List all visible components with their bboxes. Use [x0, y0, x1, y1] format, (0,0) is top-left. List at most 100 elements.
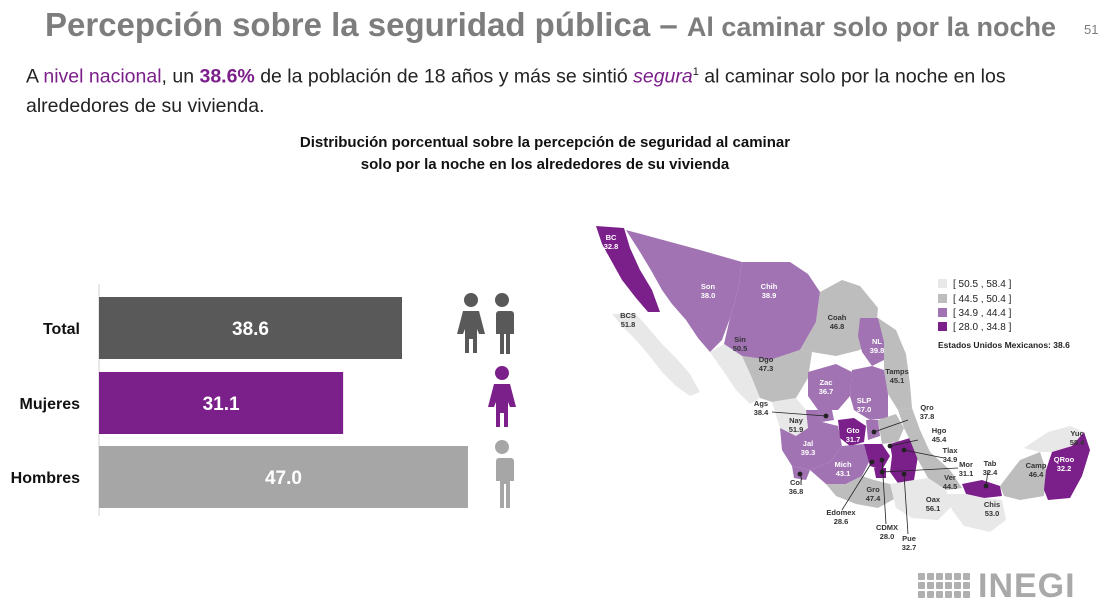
state-value-son: 38.0: [701, 291, 716, 300]
state-shape-oax: [890, 478, 952, 520]
state-shape-nay: [772, 398, 808, 436]
state-value-nl: 39.8: [870, 346, 885, 355]
chart-title-line2: solo por la noche en los alrededores de …: [360, 156, 730, 173]
logo-dots-icon: [918, 572, 972, 601]
bar-hombres: [99, 446, 468, 508]
legend-swatch-4: [938, 322, 947, 331]
lead-paragraph: A nivel nacional, un 38.6% de la poblaci…: [26, 58, 1106, 121]
state-shape-dgo: [742, 350, 812, 402]
state-value-tab: 32.4: [983, 468, 998, 477]
legend-label-2: [ 44.5 , 50.4 ]: [953, 294, 1012, 305]
state-value-ver: 44.5: [943, 482, 958, 491]
page-title: Percepción sobre la seguridad pública – …: [45, 6, 1056, 44]
state-value-coah: 46.8: [830, 322, 845, 331]
state-label-tab: Tab: [984, 459, 997, 468]
legend-swatch-1: [938, 279, 947, 288]
state-shape-nl: [858, 318, 886, 366]
state-value-oax: 56.1: [926, 504, 941, 513]
state-label-hgo: Hgo: [932, 426, 947, 435]
state-value-edomex: 28.6: [834, 517, 849, 526]
map-shapes: [596, 226, 1090, 532]
state-label-mor: Mor: [959, 460, 973, 469]
state-value-pue: 32.7: [902, 543, 917, 552]
state-value-col: 36.8: [789, 487, 804, 496]
state-label-sin: Sin: [734, 335, 746, 344]
state-label-chih: Chih: [761, 282, 778, 291]
state-value-chis: 53.0: [985, 509, 1000, 518]
state-shape-slp: [850, 366, 888, 420]
lead-text-4: al caminar solo por la noche en los alre…: [26, 65, 1006, 117]
state-shape-camp: [1000, 452, 1046, 500]
bar-value-label: 31.1: [203, 394, 240, 415]
state-shape-qroo: [1044, 432, 1090, 500]
state-label-son: Son: [701, 282, 716, 291]
couple-icon: [457, 293, 514, 354]
state-shape-hgo: [878, 414, 904, 444]
state-value-zac: 36.7: [819, 387, 834, 396]
state-shape-bcs: [612, 314, 700, 396]
state-label-nay: Nay: [789, 416, 804, 425]
title-main: Percepción sobre la seguridad pública: [45, 6, 651, 43]
state-shape-bc: [596, 226, 660, 312]
bar-value-label: 47.0: [265, 468, 302, 489]
state-shape-tab: [962, 480, 1002, 498]
state-label-jal: Jal: [803, 439, 813, 448]
state-label-bcs: BCS: [620, 311, 636, 320]
state-label-nl: NL: [872, 337, 882, 346]
state-shape-mich: [810, 444, 870, 484]
logo-text: INEGI: [978, 567, 1076, 605]
chart-title: Distribución porcentual sobre la percepc…: [240, 132, 850, 176]
state-value-chih: 38.9: [762, 291, 777, 300]
state-value-camp: 46.4: [1029, 470, 1044, 479]
page-number: 51: [1084, 22, 1099, 37]
state-label-gro: Gro: [866, 485, 880, 494]
state-shape-son: [626, 230, 742, 352]
state-value-qro: 37.8: [920, 412, 935, 421]
state-value-nay: 51.9: [789, 425, 804, 434]
state-shape-chis: [946, 494, 1006, 532]
state-value-yuc: 58.4: [1070, 438, 1085, 447]
state-value-bc: 32.8: [604, 242, 619, 251]
chart-title-line1: Distribución porcentual sobre la percepc…: [299, 134, 791, 151]
state-value-ags: 38.4: [754, 408, 769, 417]
state-value-tlax: 34.9: [943, 455, 958, 464]
bar-mujeres: [99, 372, 344, 434]
state-value-mor: 31.1: [959, 469, 974, 478]
legend-label-1: [ 50.5 , 58.4 ]: [953, 279, 1012, 290]
lead-text-2: , un: [161, 65, 200, 88]
title-sub: Al caminar solo por la noche: [686, 12, 1056, 42]
lead-highlight-nivel: nivel nacional: [43, 65, 162, 88]
state-value-qroo: 32.2: [1057, 464, 1072, 473]
lead-text-1: A: [26, 65, 44, 88]
woman-icon: [488, 366, 516, 427]
legend-swatch-2: [938, 294, 947, 303]
state-shape-gro: [826, 476, 896, 508]
state-label-chis: Chis: [984, 500, 1000, 509]
state-value-gto: 31.7: [846, 435, 861, 444]
state-labels: BC32.8BCS51.8Son38.0Chih38.9Coah46.8Sin5…: [604, 233, 1085, 552]
state-shape-ver: [898, 408, 962, 490]
lead-national-value: 38.6%: [199, 65, 255, 88]
man-icon: [493, 440, 514, 508]
state-shape-jal: [780, 410, 842, 470]
state-label-col: Col: [790, 478, 802, 487]
state-shape-gto: [838, 418, 866, 446]
state-label-ags: Ags: [754, 399, 768, 408]
state-shape-pue: [890, 438, 918, 486]
state-label-camp: Camp: [1026, 461, 1047, 470]
state-label-qroo: QRoo: [1054, 455, 1075, 464]
legend-label-3: [ 34.9 , 44.4 ]: [953, 308, 1012, 319]
state-label-mich: Mich: [834, 460, 852, 469]
state-value-hgo: 45.4: [932, 435, 947, 444]
state-label-ver: Ver: [944, 473, 956, 482]
bar-category-label: Total: [43, 321, 80, 338]
bar-chart: 38.6 Total 31.1 Mujeres 47.0 Hombres: [11, 284, 468, 516]
map-legend: [ 50.5 , 58.4 ] [ 44.5 , 50.4 ] [ 34.9 ,…: [938, 279, 1070, 350]
state-label-cdmx: CDMX: [876, 523, 898, 532]
state-label-qro: Qro: [920, 403, 934, 412]
bar-total: [99, 297, 403, 359]
state-label-yuc: Yuc: [1070, 429, 1083, 438]
state-label-dgo: Dgo: [759, 355, 774, 364]
